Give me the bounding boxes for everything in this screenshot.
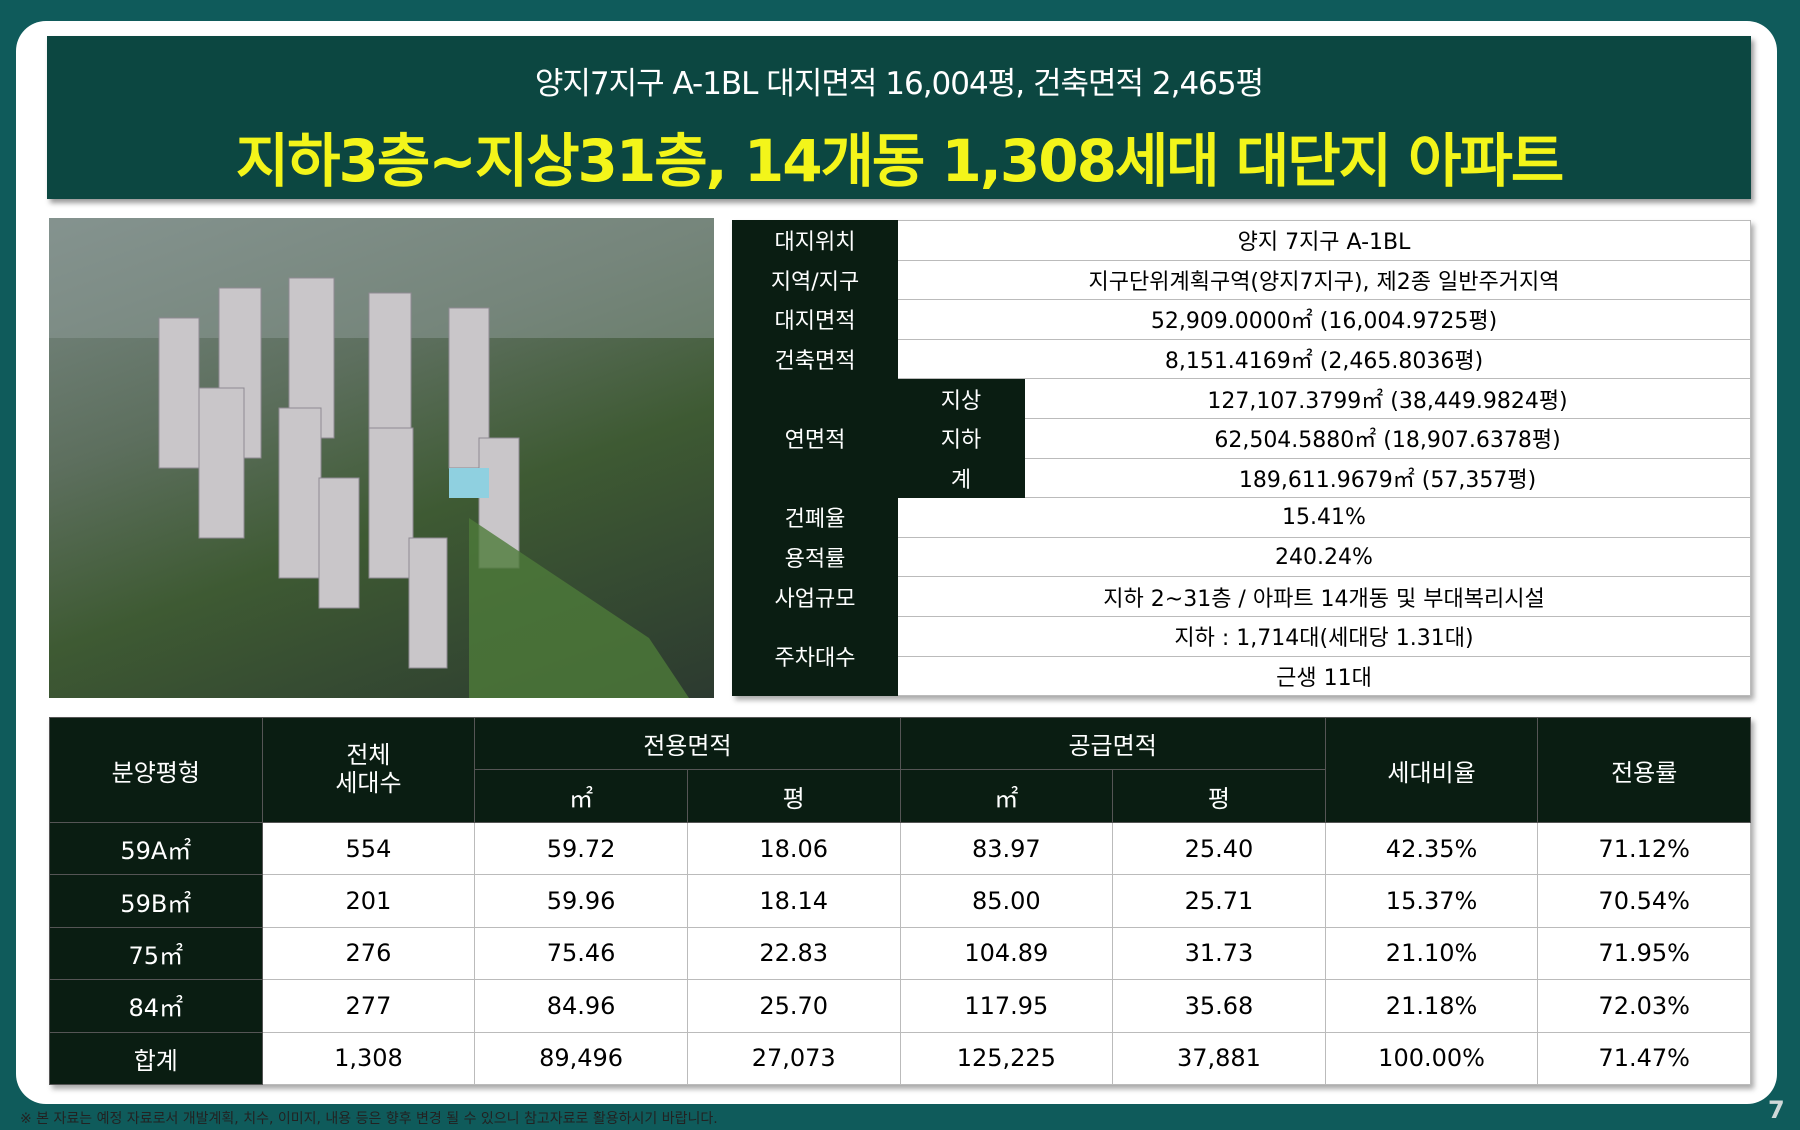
- unit-row: 59B㎡ 201 59.96 18.14 85.00 25.71 15.37% 70.54%: [49, 874, 1751, 928]
- cell: 83.97: [899, 821, 1114, 876]
- footnote: ※ 본 자료는 예정 자료로서 개발계획, 치수, 이미지, 내용 등은 향후 …: [20, 1111, 718, 1127]
- cell: 18.14: [686, 874, 901, 928]
- cell: 59.96: [474, 874, 688, 928]
- value: 127,107.3799㎡ (38,449.9824평): [1024, 378, 1751, 419]
- label: 용적률: [732, 536, 898, 578]
- value: 62,504.5880㎡ (18,907.6378평): [1024, 417, 1751, 459]
- cell: 25.70: [686, 979, 901, 1033]
- cell: 276: [261, 926, 476, 981]
- header: 평: [686, 769, 901, 823]
- header: ㎡: [474, 769, 688, 823]
- label: 대지위치: [732, 220, 898, 261]
- cell: 75.46: [474, 926, 688, 981]
- value: 지하 2~31층 / 아파트 14개동 및 부대복리시설: [897, 576, 1751, 617]
- header: 전용률: [1537, 717, 1751, 823]
- value: 15.41%: [897, 497, 1751, 538]
- header: 세대비율: [1324, 717, 1539, 823]
- cell: 70.54%: [1537, 874, 1751, 928]
- sub-label: 지상: [897, 378, 1025, 419]
- unit-type: 59A㎡: [49, 821, 263, 876]
- header: 평: [1112, 769, 1326, 823]
- value: 근생 11대: [897, 655, 1751, 697]
- header: 분양평형: [49, 717, 263, 823]
- cell: 25.71: [1112, 874, 1326, 928]
- cell: 71.47%: [1537, 1031, 1751, 1085]
- label: 건축면적: [732, 338, 898, 380]
- cell: 71.95%: [1537, 926, 1751, 981]
- sub-label: 지하: [897, 417, 1025, 459]
- cell: 59.72: [474, 821, 688, 876]
- cell: 1,308: [261, 1031, 476, 1085]
- unit-type: 75㎡: [49, 926, 263, 981]
- unit-type: 84㎡: [49, 979, 263, 1033]
- cell: 21.10%: [1324, 926, 1539, 981]
- rendering-art: [49, 218, 714, 698]
- cell: 21.18%: [1324, 979, 1539, 1033]
- header: 전용면적: [474, 717, 901, 770]
- label: 대지면적: [732, 299, 898, 340]
- cell: 89,496: [474, 1031, 688, 1085]
- value: 52,909.0000㎡ (16,004.9725평): [897, 299, 1751, 340]
- cell: 25.40: [1112, 821, 1326, 876]
- cell: 100.00%: [1324, 1031, 1539, 1085]
- cell: 104.89: [899, 926, 1114, 981]
- rendering-image: [49, 218, 714, 698]
- cell: 72.03%: [1537, 979, 1751, 1033]
- unit-type: 59B㎡: [49, 874, 263, 928]
- unit-row: 84㎡ 277 84.96 25.70 117.95 35.68 21.18% 72.03%: [49, 979, 1751, 1033]
- unit-row: 합계 1,308 89,496 27,073 125,225 37,881 100.00% 7…: [49, 1031, 1751, 1085]
- info-table: 대지위치 양지 7지구 A-1BL 지역/지구 지구단위계획구역(양지7지구), 제…: [732, 220, 1751, 697]
- cell: 22.83: [686, 926, 901, 981]
- cell: 27,073: [686, 1031, 901, 1085]
- header: 전체 세대수: [261, 717, 476, 823]
- title: 지하3층~지상31층, 14개동 1,308세대 대단지 아파트: [235, 127, 1564, 195]
- value: 지구단위계획구역(양지7지구), 제2종 일반주거지역: [897, 259, 1751, 301]
- header: 공급면적: [899, 717, 1326, 770]
- value: 8,151.4169㎡ (2,465.8036평): [897, 338, 1751, 380]
- cell: 125,225: [899, 1031, 1114, 1085]
- cell: 201: [261, 874, 476, 928]
- label: 연면적: [732, 378, 898, 499]
- subtitle: 양지7지구 A-1BL 대지면적 16,004평, 건축면적 2,465평: [534, 66, 1264, 102]
- cell: 18.06: [686, 821, 901, 876]
- unit-type: 합계: [49, 1031, 263, 1085]
- value: 양지 7지구 A-1BL: [897, 220, 1751, 261]
- label: 건폐율: [732, 497, 898, 538]
- unit-row: 59A㎡ 554 59.72 18.06 83.97 25.40 42.35% 71.12%: [49, 821, 1751, 876]
- cell: 42.35%: [1324, 821, 1539, 876]
- cell: 277: [261, 979, 476, 1033]
- cell: 15.37%: [1324, 874, 1539, 928]
- value: 189,611.9679㎡ (57,357평): [1024, 457, 1751, 499]
- cell: 71.12%: [1537, 821, 1751, 876]
- label: 사업규모: [732, 576, 898, 617]
- value: 지하 : 1,714대(세대당 1.31대): [897, 615, 1751, 657]
- sub-label: 계: [897, 457, 1025, 499]
- cell: 31.73: [1112, 926, 1326, 981]
- cell: 37,881: [1112, 1031, 1326, 1085]
- label: 지역/지구: [732, 259, 898, 301]
- page-number: 7: [1768, 1096, 1785, 1124]
- header: 양지7지구 A-1BL 대지면적 16,004평, 건축면적 2,465평 지하…: [47, 36, 1751, 199]
- value: 240.24%: [897, 536, 1751, 578]
- cell: 84.96: [474, 979, 688, 1033]
- header: ㎡: [899, 769, 1114, 823]
- unit-table: 분양평형 전체 세대수 전용면적 공급면적 세대비율 전용률 ㎡ 평 ㎡ 평 5…: [49, 717, 1751, 1085]
- unit-row: 75㎡ 276 75.46 22.83 104.89 31.73 21.10% 71.95%: [49, 926, 1751, 981]
- cell: 35.68: [1112, 979, 1326, 1033]
- label: 주차대수: [732, 615, 898, 697]
- cell: 554: [261, 821, 476, 876]
- cell: 85.00: [899, 874, 1114, 928]
- cell: 117.95: [899, 979, 1114, 1033]
